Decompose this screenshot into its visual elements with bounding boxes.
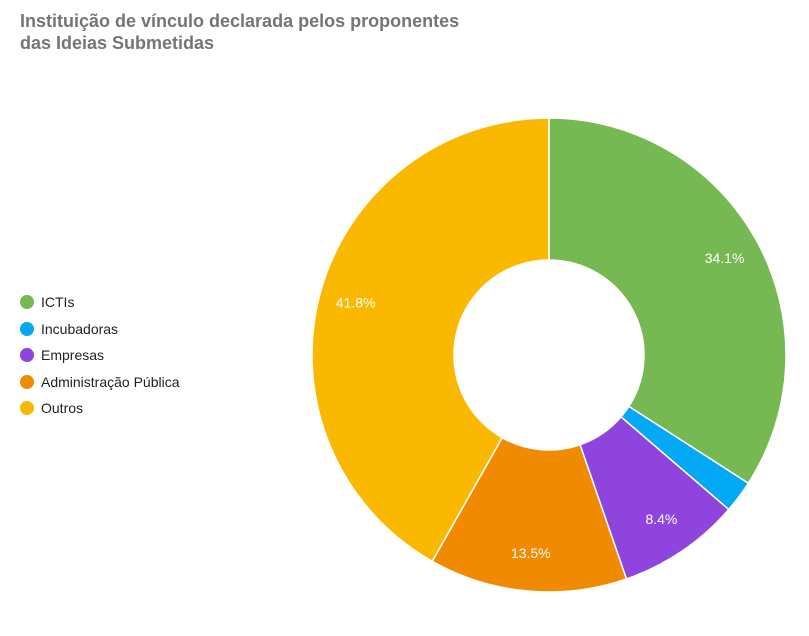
slice-ictis[interactable]	[548, 117, 787, 485]
slice-label-0: 34.1%	[705, 250, 745, 266]
legend-dot-icon	[20, 401, 34, 416]
legend-item-incubadoras[interactable]: Incubadoras	[20, 316, 180, 343]
legend-label: Empresas	[41, 347, 105, 364]
chart-title-line-1: Instituição de vínculo declarada pelos p…	[20, 11, 460, 31]
chart-legend: ICTIs Incubadoras Empresas Administração Pú…	[20, 289, 180, 422]
legend-item-administra-o-p-blica[interactable]: Administração Pública	[20, 369, 180, 396]
legend-dot-icon	[20, 321, 34, 336]
slice-outros[interactable]	[311, 117, 550, 563]
legend-item-ictis[interactable]: ICTIs	[20, 289, 180, 316]
legend-item-outros[interactable]: Outros	[20, 395, 180, 422]
legend-item-empresas[interactable]: Empresas	[20, 342, 180, 369]
chart-title: Instituição de vínculo declarada pelos p…	[20, 10, 620, 54]
legend-label: Incubadoras	[41, 320, 119, 337]
legend-dot-icon	[20, 295, 34, 310]
legend-label: ICTIs	[41, 294, 75, 311]
slice-label-4: 41.8%	[336, 295, 376, 311]
slice-label-3: 13.5%	[511, 545, 551, 561]
legend-label: Administração Pública	[41, 373, 180, 390]
slice-label-2: 8.4%	[645, 511, 677, 527]
chart-title-line-2: das Ideias Submetidas	[20, 33, 215, 53]
legend-dot-icon	[20, 348, 34, 363]
legend-dot-icon	[20, 374, 34, 389]
legend-label: Outros	[41, 400, 84, 417]
